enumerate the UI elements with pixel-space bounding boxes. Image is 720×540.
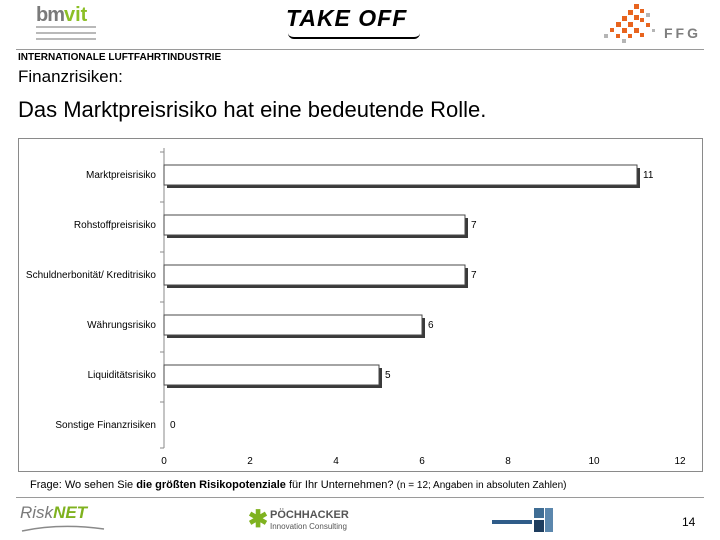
ffg-logo-text: FFG — [664, 25, 701, 41]
x-tick-label: 6 — [419, 456, 425, 467]
page-title: Das Marktpreisrisiko hat eine bedeutende… — [18, 97, 487, 122]
bmvit-logo-text: bm — [36, 4, 65, 26]
data-label: 7 — [471, 220, 477, 231]
risknet-swoosh-icon — [21, 525, 105, 532]
data-label: 0 — [170, 420, 176, 431]
poechhacker-subline: Innovation Consulting — [270, 522, 347, 531]
partner-logo-square-icon — [545, 508, 553, 532]
data-label: 11 — [643, 170, 654, 181]
partner-logo-square-icon — [534, 520, 544, 532]
category-label: Sonstige Finanzrisiken — [55, 420, 156, 431]
page-number: 14 — [682, 515, 696, 529]
x-tick-label: 0 — [161, 456, 167, 467]
chart-frame — [18, 138, 703, 472]
bmvit-logo: bmvit — [36, 4, 116, 48]
bar — [163, 264, 466, 286]
category-label: Marktpreisrisiko — [86, 170, 156, 181]
takeoff-swoosh-icon — [288, 33, 420, 39]
footer-divider — [16, 497, 704, 498]
category-label: Liquiditätsrisiko — [88, 370, 157, 381]
ffg-logo: FFG — [604, 4, 704, 44]
poechhacker-star-icon: ✱ — [248, 506, 269, 533]
page-subtitle: Finanzrisiken: — [18, 67, 123, 86]
x-tick-label: 10 — [588, 456, 600, 467]
data-label: 5 — [385, 370, 391, 381]
question-prefix: Frage: Wo sehen Sie — [30, 479, 137, 491]
bmvit-logo-accent: vit — [64, 4, 88, 26]
risknet-logo-accent: NET — [53, 503, 88, 522]
partner-logo — [492, 506, 554, 534]
bar — [163, 214, 466, 236]
bar-chart: Marktpreisrisiko 11 Rohstoffpreisrisiko 7 Sc… — [26, 148, 686, 467]
risknet-logo-text: Risk — [20, 503, 54, 522]
x-tick-label: 12 — [674, 456, 686, 467]
bmvit-logo-small-print — [36, 26, 96, 44]
bar — [163, 164, 638, 186]
x-tick-label: 8 — [505, 456, 511, 467]
bar — [163, 364, 380, 386]
poechhacker-logo: ✱ PÖCHHACKER Innovation Consulting — [248, 508, 358, 534]
data-label: 6 — [428, 320, 434, 331]
x-tick-label: 4 — [333, 456, 339, 467]
partner-logo-square-icon — [534, 508, 544, 518]
poechhacker-name: PÖCHHACKER — [270, 509, 349, 521]
category-label: Schuldnerbonität/ Kreditrisiko — [26, 270, 157, 281]
data-label: 7 — [471, 270, 477, 281]
question-note: (n = 12; Angaben in absoluten Zahlen) — [396, 480, 567, 491]
ffg-star-icon — [604, 4, 655, 43]
header-divider — [16, 49, 704, 50]
category-label: Rohstoffpreisrisiko — [74, 220, 157, 231]
question-emphasis: die größten Risikopotenziale — [136, 479, 286, 491]
bar — [163, 314, 423, 336]
question-suffix: für Ihr Unternehmen? — [285, 479, 397, 491]
category-label: Währungsrisiko — [87, 320, 156, 331]
x-tick-label: 2 — [247, 456, 253, 467]
section-label: INTERNATIONALE LUFTFAHRTINDUSTRIE — [18, 52, 222, 63]
survey-question: Frage: Wo sehen Sie die größten Risikopo… — [30, 479, 566, 491]
takeoff-logo: TAKE OFF — [286, 5, 436, 45]
takeoff-logo-text: TAKE OFF — [286, 5, 408, 31]
partner-logo-bar-icon — [492, 520, 532, 524]
risknet-logo: RiskNET — [20, 503, 110, 535]
